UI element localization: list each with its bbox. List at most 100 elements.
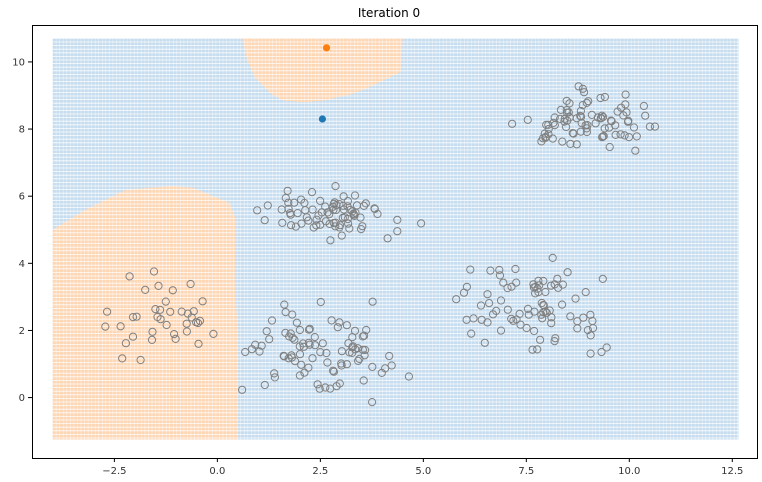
y-tick-label: 0 <box>19 393 25 404</box>
x-tick-label: 2.5 <box>312 466 328 477</box>
data-point <box>556 114 565 124</box>
data-point <box>544 124 553 134</box>
data-point <box>288 333 297 342</box>
data-point <box>147 335 157 344</box>
data-point <box>267 316 277 325</box>
data-point <box>351 345 360 354</box>
data-point <box>270 373 279 382</box>
data-points <box>101 82 660 407</box>
data-point <box>596 114 605 123</box>
data-point <box>345 224 354 233</box>
data-point <box>584 97 593 106</box>
data-point <box>538 314 547 323</box>
data-point <box>166 307 175 316</box>
data-point <box>281 328 290 337</box>
mesh-vertical-lines <box>52 38 738 440</box>
data-point <box>103 307 112 316</box>
data-point <box>358 345 367 354</box>
data-point <box>577 119 586 128</box>
data-point <box>194 339 203 348</box>
data-point <box>566 312 575 321</box>
data-point <box>304 325 314 334</box>
data-point <box>361 199 370 208</box>
centroid-marker-0 <box>318 115 327 123</box>
data-point <box>544 130 553 139</box>
data-point <box>645 122 655 131</box>
data-point <box>573 324 582 333</box>
data-point <box>278 218 287 227</box>
data-point <box>533 345 542 354</box>
data-point <box>549 118 558 128</box>
data-point <box>599 112 608 122</box>
data-point <box>544 120 553 129</box>
data-point <box>393 227 402 236</box>
data-point <box>323 208 332 217</box>
data-point <box>483 318 492 327</box>
x-tick-label: 7.5 <box>518 466 534 477</box>
x-tick-label: 0.0 <box>209 466 225 477</box>
region-class-1-lower-left <box>52 186 238 440</box>
data-point <box>550 113 559 122</box>
data-point <box>209 329 218 338</box>
data-point <box>149 267 159 276</box>
data-point <box>304 363 313 372</box>
data-point <box>297 195 306 204</box>
data-point <box>580 88 589 97</box>
data-point <box>128 332 138 341</box>
data-point <box>536 335 545 344</box>
data-point <box>533 284 542 293</box>
data-point <box>605 142 614 152</box>
data-point <box>650 122 660 131</box>
data-point <box>522 323 531 333</box>
data-point <box>311 341 320 350</box>
data-point <box>576 106 586 116</box>
data-point <box>385 351 394 361</box>
data-point <box>480 338 489 347</box>
data-point <box>558 137 567 146</box>
data-point <box>262 327 271 336</box>
data-point <box>578 101 587 110</box>
data-point <box>307 188 317 197</box>
data-point <box>496 296 506 305</box>
data-point <box>602 343 611 352</box>
data-point <box>348 207 357 216</box>
data-point <box>287 353 296 362</box>
data-point <box>321 217 330 226</box>
data-point <box>318 339 327 348</box>
data-point <box>550 337 559 346</box>
data-point <box>537 298 546 308</box>
data-point <box>565 99 574 108</box>
data-point <box>335 223 344 232</box>
data-point <box>241 347 250 357</box>
data-point <box>299 342 308 351</box>
data-point <box>161 297 170 306</box>
data-point <box>591 119 600 128</box>
data-point <box>539 301 548 310</box>
data-point <box>121 339 131 348</box>
data-point <box>329 366 338 375</box>
data-point <box>170 330 179 339</box>
data-point <box>541 287 550 297</box>
data-point <box>297 360 306 369</box>
data-point <box>335 200 344 209</box>
data-point <box>622 108 631 117</box>
data-point <box>342 321 351 330</box>
data-point <box>417 219 426 228</box>
chart-title: Iteration 0 <box>358 6 420 20</box>
data-point <box>308 354 317 363</box>
data-point <box>467 329 476 338</box>
data-point <box>562 122 571 132</box>
data-point <box>295 350 305 359</box>
data-point <box>582 98 591 108</box>
data-point <box>462 282 471 291</box>
data-point <box>359 376 368 385</box>
data-point <box>604 123 614 132</box>
data-point <box>344 219 353 228</box>
data-point <box>128 313 138 322</box>
data-point <box>466 265 475 274</box>
data-point <box>387 361 396 370</box>
data-point <box>368 398 377 407</box>
data-point <box>393 215 402 224</box>
centroid-marker-1 <box>322 44 331 52</box>
